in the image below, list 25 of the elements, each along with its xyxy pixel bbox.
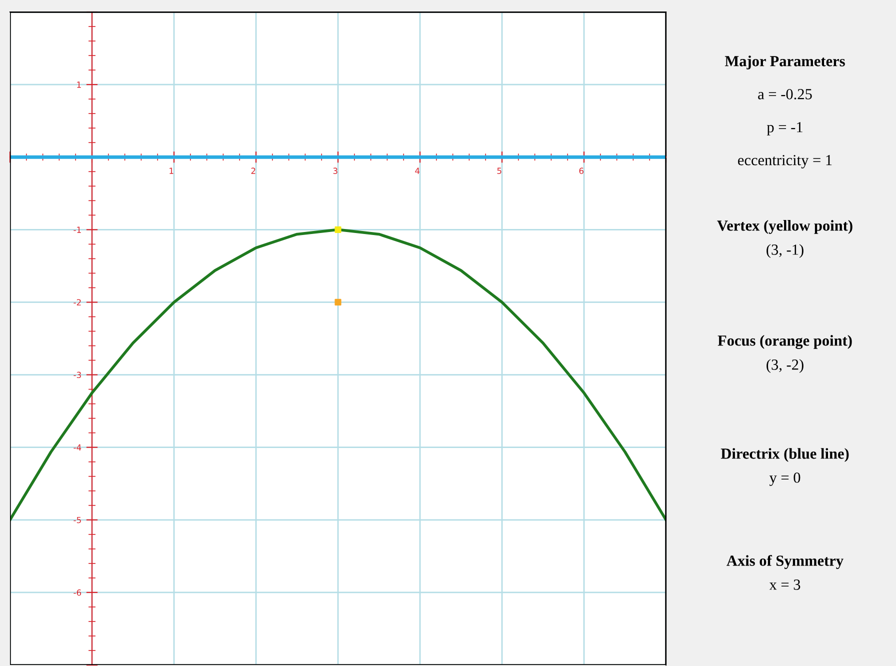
y-tick-label: -6 <box>74 589 82 596</box>
text: Focus (orange point) <box>718 335 852 349</box>
text: y = 0 <box>769 472 800 486</box>
x-tick-label: 2 <box>251 168 256 174</box>
text: Axis of Symmetry <box>726 554 844 570</box>
text: Vertex (yellow point) <box>717 220 852 234</box>
text: Major Parameters <box>724 56 845 70</box>
y-tick-label: -5 <box>74 516 81 524</box>
y-tick-label: -1 <box>74 226 81 233</box>
x-tick-label: 3 <box>333 168 338 174</box>
x-tick-label: 5 <box>497 168 502 174</box>
text: (3, -1) <box>766 244 804 258</box>
text: p = -1 <box>766 122 802 136</box>
x-tick-label: 4 <box>415 168 420 174</box>
x-tick-label: 6 <box>579 168 584 174</box>
x-tick-label: 1 <box>170 168 174 174</box>
text: eccentricity = 1 <box>738 155 832 168</box>
text: (3, -2) <box>766 359 804 373</box>
y-tick-label: 1 <box>77 82 81 88</box>
text: a = -0.25 <box>758 89 812 100</box>
text: Directrix (blue line) <box>720 448 849 462</box>
y-tick-label: -4 <box>74 444 82 450</box>
y-tick-label: -2 <box>74 299 81 306</box>
y-tick-label: -3 <box>74 372 81 378</box>
text: x = 3 <box>769 580 800 590</box>
